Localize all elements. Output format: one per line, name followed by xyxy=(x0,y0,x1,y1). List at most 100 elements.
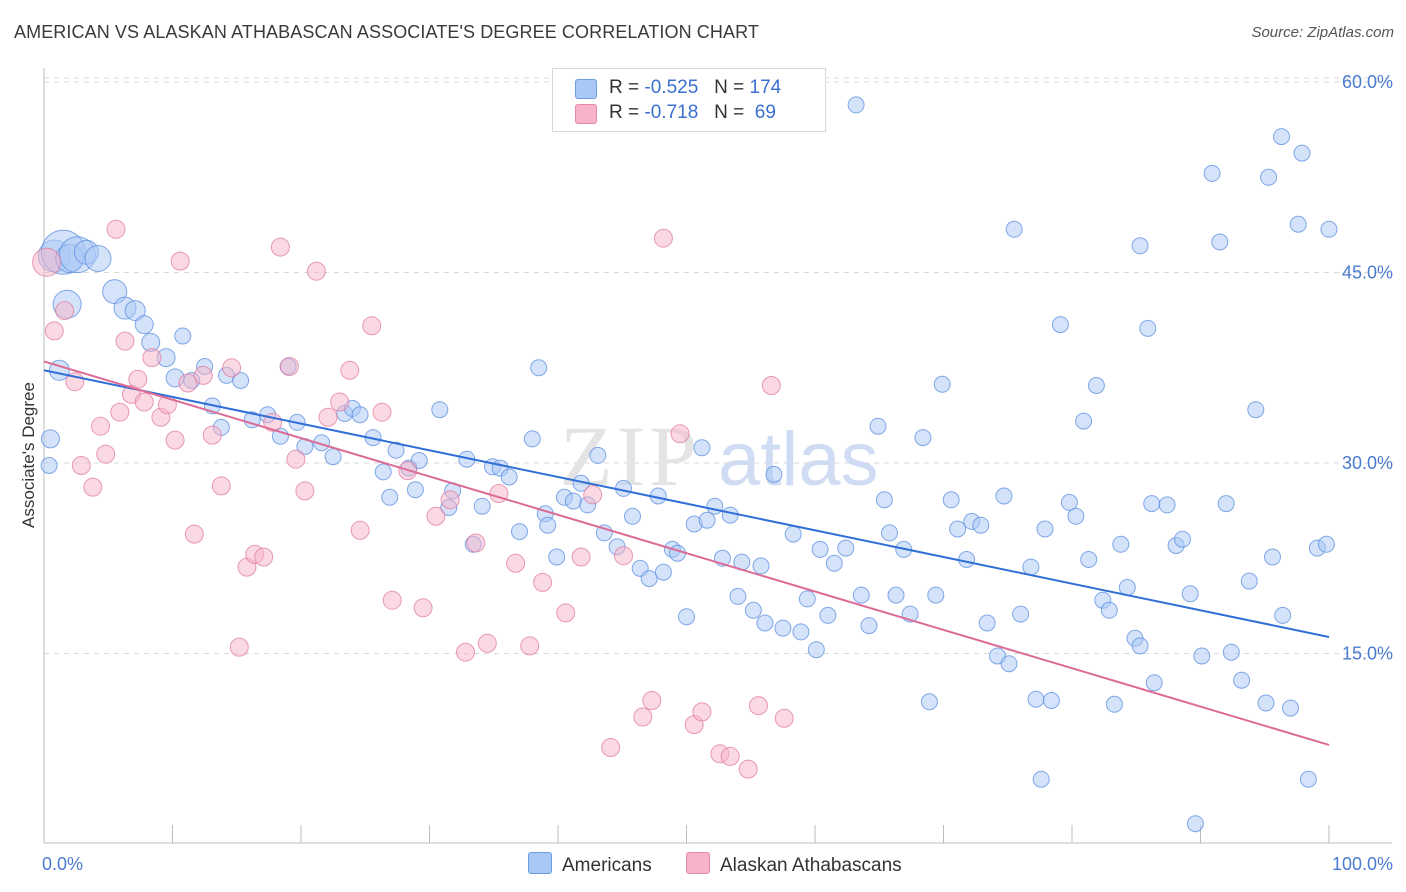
point-athabascans xyxy=(520,636,540,656)
point-americans xyxy=(624,507,641,525)
point-athabascans xyxy=(426,506,446,526)
point-americans xyxy=(756,614,774,632)
point-athabascans xyxy=(222,358,242,378)
point-athabascans xyxy=(533,572,553,592)
x-tick-label: 0.0% xyxy=(42,854,83,874)
legend-swatch-americans-bottom xyxy=(528,852,552,874)
watermark-atlas: atlas xyxy=(718,417,879,502)
point-americans xyxy=(914,429,932,447)
point-americans xyxy=(784,525,802,543)
point-athabascans xyxy=(350,520,370,540)
axes xyxy=(43,68,1392,844)
point-athabascans xyxy=(738,759,758,779)
point-athabascans xyxy=(286,449,306,469)
point-athabascans xyxy=(96,444,116,464)
point-americans xyxy=(1240,572,1258,590)
point-athabascans xyxy=(110,402,130,422)
source-label: Source: ZipAtlas.com xyxy=(1251,24,1394,41)
point-athabascans xyxy=(211,476,231,496)
point-americans xyxy=(1087,377,1105,394)
point-americans xyxy=(1036,520,1054,538)
point-americans xyxy=(351,406,369,424)
point-americans xyxy=(1158,496,1176,514)
tick-labels: 15.0% 30.0% 45.0% 60.0% 0.0% 100.0% xyxy=(42,72,1393,874)
point-americans xyxy=(774,619,792,637)
point-athabascans xyxy=(91,416,110,436)
point-americans xyxy=(174,327,192,345)
point-americans xyxy=(1260,168,1278,186)
point-americans xyxy=(1274,606,1292,624)
point-americans xyxy=(792,623,810,641)
point-americans xyxy=(1193,647,1211,665)
point-americans xyxy=(134,315,154,335)
point-americans xyxy=(860,617,878,635)
point-americans xyxy=(920,693,938,711)
point-athabascans xyxy=(670,424,690,444)
point-americans xyxy=(1042,692,1060,709)
point-americans xyxy=(40,429,60,449)
point-athabascans xyxy=(279,357,299,376)
point-americans xyxy=(1005,220,1023,238)
point-americans xyxy=(1257,694,1275,712)
point-athabascans xyxy=(318,407,338,427)
point-athabascans xyxy=(372,402,392,422)
point-athabascans xyxy=(571,547,591,567)
point-americans xyxy=(847,96,865,114)
point-americans xyxy=(807,641,825,659)
point-americans xyxy=(972,516,990,534)
n-value-americans: 174 xyxy=(749,77,782,98)
point-americans xyxy=(1317,535,1335,553)
trend-line-athabascans xyxy=(43,360,1330,746)
point-americans xyxy=(1222,643,1240,661)
point-americans xyxy=(381,488,399,506)
point-athabascans xyxy=(115,331,135,351)
point-americans xyxy=(744,601,762,619)
point-americans xyxy=(837,539,855,557)
point-americans xyxy=(523,430,541,448)
point-americans xyxy=(1012,605,1030,623)
point-americans xyxy=(958,551,976,568)
point-athabascans xyxy=(142,348,162,368)
point-athabascans xyxy=(362,316,382,336)
point-americans xyxy=(654,563,672,581)
point-americans xyxy=(1131,637,1149,655)
point-athabascans xyxy=(330,392,350,412)
point-americans xyxy=(1075,412,1093,430)
point-americans xyxy=(324,448,342,466)
point-athabascans xyxy=(413,598,433,618)
point-athabascans xyxy=(202,425,222,445)
point-americans xyxy=(752,557,770,575)
point-athabascans xyxy=(44,321,64,341)
point-athabascans xyxy=(440,490,460,510)
point-americans xyxy=(1139,319,1157,337)
point-athabascans xyxy=(466,533,486,553)
point-americans xyxy=(564,492,582,510)
point-americans xyxy=(1022,558,1040,576)
point-americans xyxy=(819,606,837,624)
point-americans xyxy=(539,516,557,534)
point-americans xyxy=(1320,220,1338,238)
legend-swatch-americans xyxy=(575,79,597,99)
point-americans xyxy=(798,590,816,608)
point-athabascans xyxy=(270,237,290,257)
point-athabascans xyxy=(295,481,315,501)
point-americans xyxy=(1289,215,1307,233)
point-americans xyxy=(1299,770,1317,788)
point-americans xyxy=(1181,585,1199,603)
point-americans xyxy=(1293,144,1311,162)
legend-item-americans: Americans xyxy=(528,852,652,877)
watermark: ZIP atlas xyxy=(560,408,879,504)
point-americans xyxy=(589,446,607,464)
point-athabascans xyxy=(601,738,621,757)
point-athabascans xyxy=(193,365,213,385)
point-athabascans xyxy=(556,603,576,623)
point-athabascans xyxy=(134,392,154,412)
point-americans xyxy=(1100,601,1118,619)
point-athabascans xyxy=(32,247,62,277)
point-athabascans xyxy=(170,251,190,271)
point-americans xyxy=(875,491,893,509)
point-athabascans xyxy=(653,228,673,248)
point-americans xyxy=(640,570,658,588)
trend-lines xyxy=(43,360,1330,746)
correlation-legend: R = -0.525 N = 174 R = -0.718 N = 69 xyxy=(552,68,826,132)
